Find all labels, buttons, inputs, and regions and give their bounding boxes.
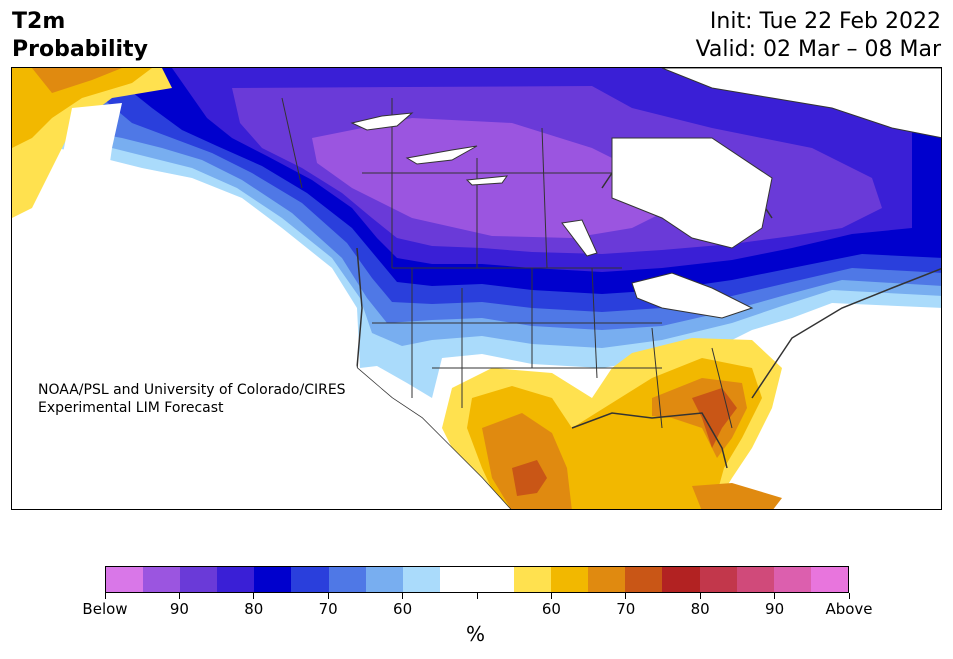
- colorbar-tick: [104, 593, 106, 599]
- lake-winnipeg: [561, 219, 598, 257]
- colorbar-tick: [774, 593, 776, 599]
- warm-band-75: [512, 388, 737, 496]
- map-title: T2m Probability: [12, 8, 148, 64]
- colorbar-tick: [327, 593, 329, 599]
- arctic-water: [661, 68, 941, 139]
- alaska-warm-70: [32, 68, 122, 93]
- colorbar-tick-label: 90: [765, 600, 785, 618]
- pacific-ocean: [12, 198, 511, 509]
- colorbar-cell: [254, 567, 292, 592]
- hudson-bay: [611, 137, 773, 249]
- colorbar-cell: [699, 567, 737, 592]
- colorbar-tick-label: 80: [690, 600, 710, 618]
- colorbar-cell: [180, 567, 218, 592]
- credit-line-2: Experimental LIM Forecast: [38, 400, 224, 416]
- lake-great-slave: [405, 145, 478, 165]
- colorbar-cell: [328, 567, 366, 592]
- colorbar-cell: [662, 567, 700, 592]
- colorbar-cell: [625, 567, 663, 592]
- probability-map: [11, 67, 942, 510]
- lake-great-bear: [350, 112, 414, 131]
- colorbar-cell: [402, 567, 440, 592]
- colorbar-tick-label: 70: [616, 600, 636, 618]
- colorbar-cell: [143, 567, 181, 592]
- colorbar-cell: [365, 567, 403, 592]
- alaska-neutral: [62, 103, 122, 188]
- colorbar-cell: [217, 567, 255, 592]
- colorbar-tick-label: 60: [393, 600, 413, 618]
- colorbar-tick-label: 90: [169, 600, 189, 618]
- colorbar-cell: [476, 567, 515, 592]
- colorbar-cell: [588, 567, 626, 592]
- title-line-1: T2m: [12, 9, 66, 34]
- colorbar-tick-label: 80: [244, 600, 264, 618]
- caribbean-warm: [692, 483, 782, 509]
- colorbar-tick: [550, 593, 552, 599]
- colorbar-tick-label: 60: [541, 600, 561, 618]
- colorbar-tick: [848, 593, 850, 599]
- colorbar-cell: [514, 567, 552, 592]
- colorbar-tick-label: Below: [82, 600, 128, 618]
- colorbar-tick: [476, 593, 478, 599]
- colorbar-cell: [736, 567, 774, 592]
- warm-band-70: [482, 378, 747, 509]
- title-line-2: Probability: [12, 37, 148, 62]
- colorbar-cell: [439, 567, 477, 592]
- colorbar-cell: [106, 567, 144, 592]
- lake-athabasca: [465, 175, 509, 186]
- init-date: Init: Tue 22 Feb 2022: [709, 9, 941, 34]
- colorbar-tick: [253, 593, 255, 599]
- colorbar-tick: [699, 593, 701, 599]
- colorbar-cell: [291, 567, 329, 592]
- colorbar-tick-label: 70: [318, 600, 338, 618]
- colorbar-cell: [551, 567, 589, 592]
- valid-range: Valid: 02 Mar – 08 Mar: [695, 37, 941, 62]
- credit-line-1: NOAA/PSL and University of Colorado/CIRE…: [38, 382, 346, 398]
- colorbar-cell: [810, 567, 848, 592]
- colorbar-tick: [625, 593, 627, 599]
- colorbar-tick-label: Above: [825, 600, 873, 618]
- colorbar-tick: [402, 593, 404, 599]
- probability-colorbar: [105, 566, 849, 593]
- alaska-warm-65: [12, 68, 152, 148]
- colorbar-cell: [773, 567, 811, 592]
- data-credit: NOAA/PSL and University of Colorado/CIRE…: [38, 381, 346, 417]
- colorbar-tick: [178, 593, 180, 599]
- forecast-dates: Init: Tue 22 Feb 2022 Valid: 02 Mar – 08…: [696, 8, 941, 64]
- colorbar-unit: %: [466, 622, 486, 646]
- map-graphic: [12, 68, 941, 509]
- great-lakes: [631, 272, 754, 319]
